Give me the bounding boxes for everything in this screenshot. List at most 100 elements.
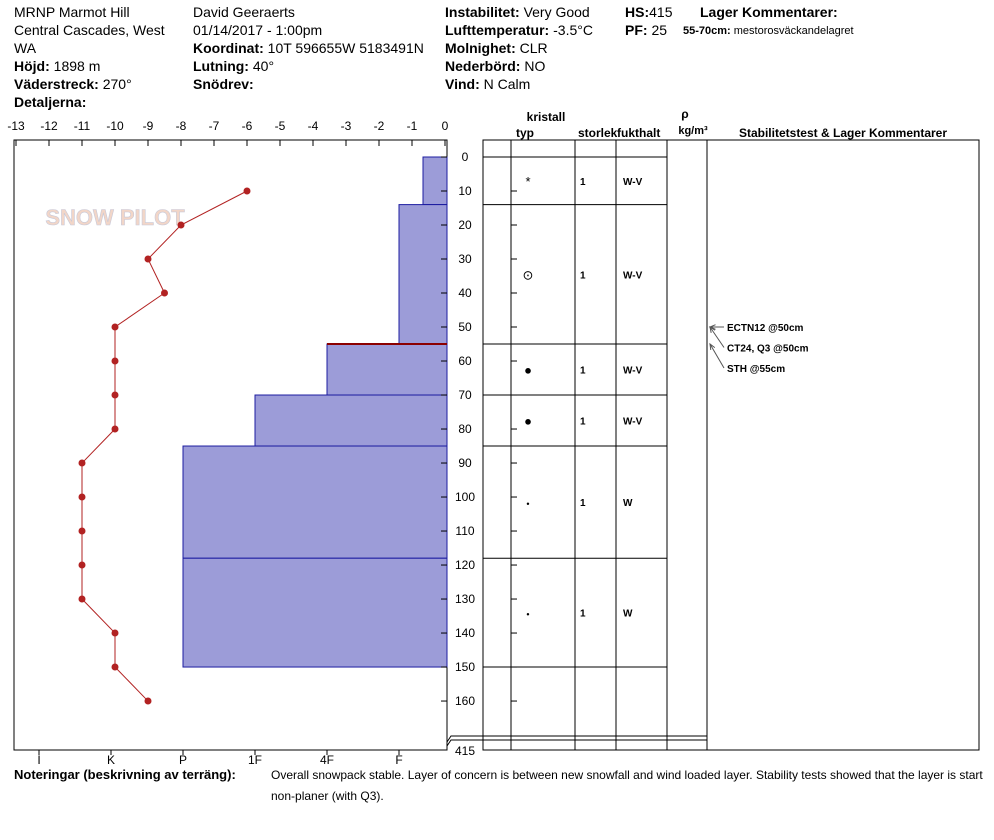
x-tick-label: -13 [7,119,25,133]
test-arrow [709,343,725,369]
label: HS: [625,4,649,20]
value: N Calm [484,76,531,92]
hardness-tick-label: 1F [248,753,262,767]
x-tick-label: -5 [275,119,286,133]
moisture: W-V [623,177,643,188]
label: Höjd: [14,58,50,74]
moisture: W [623,609,633,620]
hardness-tick-label: P [179,753,187,767]
layer-comments-title: Lager Kommentarer: [700,4,838,20]
y-tick-label: 30 [458,252,472,266]
temperature-point [111,663,119,671]
test-arrow [709,326,725,348]
temperature-point [144,697,152,705]
table-header: kristall typ storlek fukthalt ρ kg/m³ St… [516,107,947,140]
crystal-size: 1 [580,498,586,509]
y-tick-label: 50 [458,320,472,334]
value: 25 [651,22,667,38]
table-frame [13,139,980,751]
value: 1898 m [54,58,101,74]
crystal-type: • [526,610,529,620]
value: NO [524,58,545,74]
crystal-size: 1 [580,270,586,281]
label: Vind: [445,76,480,92]
y-tick-label: 110 [455,524,474,538]
layer [326,343,448,396]
field: PF: 25 [625,22,667,38]
temperature-point [111,425,119,433]
location: WA [14,40,37,56]
range: 55-70cm: [683,25,731,37]
notes: Overall snowpack stable. Layer of concer… [271,768,983,803]
temperature-point [78,459,86,467]
y-tick-label: 150 [455,660,475,674]
y-tick-label: 40 [458,286,472,300]
crystal-size: 1 [580,609,586,620]
value: 415 [649,4,673,20]
crystal-type: ● [524,414,532,429]
crystal-type: ⊙ [523,267,534,282]
temperature-point [144,255,152,263]
temperature-point [111,391,119,399]
location: MRNP Marmot Hill [14,4,130,20]
hardness-tick-label: K [107,753,115,767]
temperature-point [78,527,86,535]
label: Nederbörd: [445,58,520,74]
field: Koordinat: 10T 596655W 5183491N [193,40,424,56]
label: Snödrev: [193,76,254,92]
field: HS:415 [625,4,673,20]
moisture: W-V [623,366,643,377]
x-tick-label: -4 [308,119,319,133]
y-tick-label: 0 [462,150,469,164]
temperature-line [81,190,248,702]
crystal-size: 1 [580,366,586,377]
value: Very Good [524,4,590,20]
layer [182,445,448,559]
temperature-point [111,629,119,637]
layer-comment: 55-70cm: mestorosväckandelagret [683,25,854,37]
y-tick-label: 10 [458,184,472,198]
x-tick-label: -1 [407,119,418,133]
location: Central Cascades, West [14,22,165,38]
moisture: W-V [623,270,643,281]
y-tick-label: 90 [458,456,472,470]
field: Lufttemperatur: -3.5°C [445,22,593,38]
observer: David Geeraerts [193,4,295,20]
y-tick-label: 120 [455,558,475,572]
moisture: W [623,498,633,509]
label: Instabilitet: [445,4,520,20]
x-tick-label: -9 [143,119,154,133]
label: Detaljerna: [14,94,86,110]
value: 40° [253,58,274,74]
y-tick-label: 70 [458,388,472,402]
axis-break [446,739,707,747]
header: storlek [578,126,618,140]
comment: mestorosväckandelagret [734,25,854,37]
temperature-point [243,187,251,195]
test-label: ECTN12 @50cm [727,323,804,334]
y-tick-label: 80 [458,422,472,436]
temperature-point [78,561,86,569]
x-tick-label: -3 [341,119,352,133]
temperature-point [177,221,185,229]
crystal-size: 1 [580,177,586,188]
field: Väderstreck: 270° [14,76,132,92]
hardness-tick-label: F [395,753,402,767]
x-tick-label: -12 [40,119,58,133]
label: Molnighet: [445,40,516,56]
crystal-type: * [525,174,530,189]
header: MRNP Marmot Hill Central Cascades, West … [14,4,854,110]
x-tick-label: -2 [374,119,385,133]
moisture: W-V [623,417,643,428]
temperature-point [161,289,168,297]
field: Nederbörd: NO [445,58,545,74]
header: kristall [527,110,566,124]
y-tick-label: 60 [458,354,472,368]
notes-label: Noteringar (beskrivning av terräng): [14,767,236,782]
field: Lutning: 40° [193,58,274,74]
header: ρ [681,107,688,121]
temperature-point [78,493,86,501]
crystal-type: ● [524,363,532,378]
arrow-head [709,325,716,333]
